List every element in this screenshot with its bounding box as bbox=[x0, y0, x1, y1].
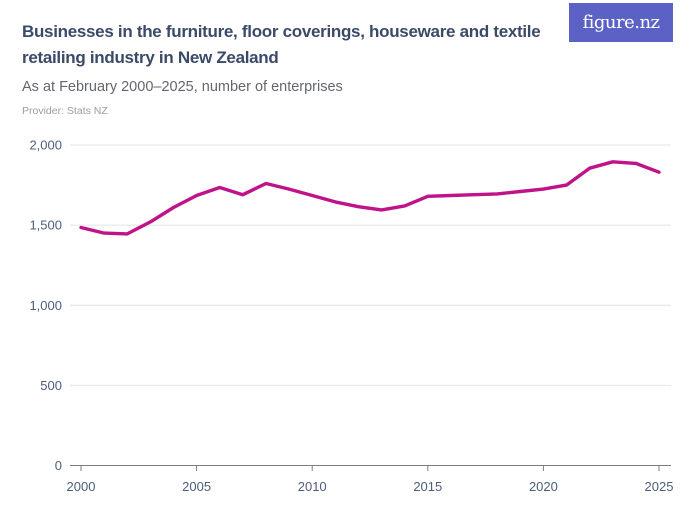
figurenz-logo[interactable]: figure.nz bbox=[569, 3, 673, 42]
x-axis-tick-label: 2025 bbox=[645, 479, 674, 494]
y-axis-tick-label: 500 bbox=[40, 378, 62, 393]
enterprises-data-line bbox=[79, 160, 661, 236]
x-axis-tick-label: 2010 bbox=[298, 479, 327, 494]
y-axis-tick-label: 2,000 bbox=[29, 138, 62, 153]
y-axis-tick-label: 1,000 bbox=[29, 298, 62, 313]
y-axis-tick-label: 1,500 bbox=[29, 218, 62, 233]
x-axis-tick-label: 2005 bbox=[182, 479, 211, 494]
x-axis-tick-label: 2020 bbox=[529, 479, 558, 494]
provider-credit: Provider: Stats NZ bbox=[22, 105, 108, 117]
x-axis-tick-label: 2000 bbox=[67, 479, 96, 494]
chart-header: Businesses in the furniture, floor cover… bbox=[22, 19, 580, 117]
page-title: Businesses in the furniture, floor cover… bbox=[22, 22, 541, 67]
chart-subtitle: As at February 2000–2025, number of ente… bbox=[22, 79, 343, 95]
x-axis-tick-label: 2015 bbox=[413, 479, 442, 494]
y-axis-tick-label: 0 bbox=[55, 458, 62, 473]
figurenz-logo-text: figure.nz bbox=[582, 12, 660, 33]
